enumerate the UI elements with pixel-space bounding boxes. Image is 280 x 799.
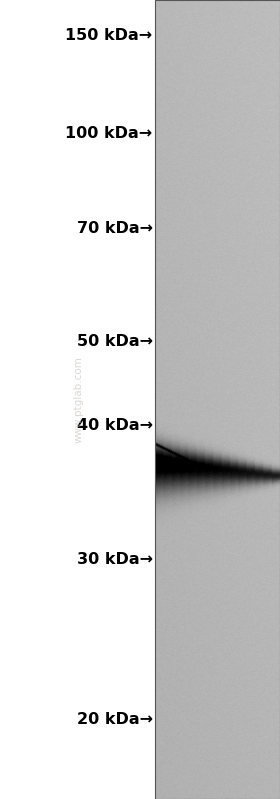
Text: 100 kDa→: 100 kDa→ [66, 126, 153, 141]
Text: 50 kDa→: 50 kDa→ [77, 335, 153, 349]
Text: 40 kDa→: 40 kDa→ [77, 418, 153, 432]
Text: 70 kDa→: 70 kDa→ [77, 221, 153, 236]
Text: 20 kDa→: 20 kDa→ [77, 712, 153, 726]
Bar [155, 0, 280, 799]
Text: www.ptglab.com: www.ptglab.com [73, 356, 83, 443]
Text: 150 kDa→: 150 kDa→ [66, 29, 153, 43]
Text: 30 kDa→: 30 kDa→ [77, 552, 153, 566]
